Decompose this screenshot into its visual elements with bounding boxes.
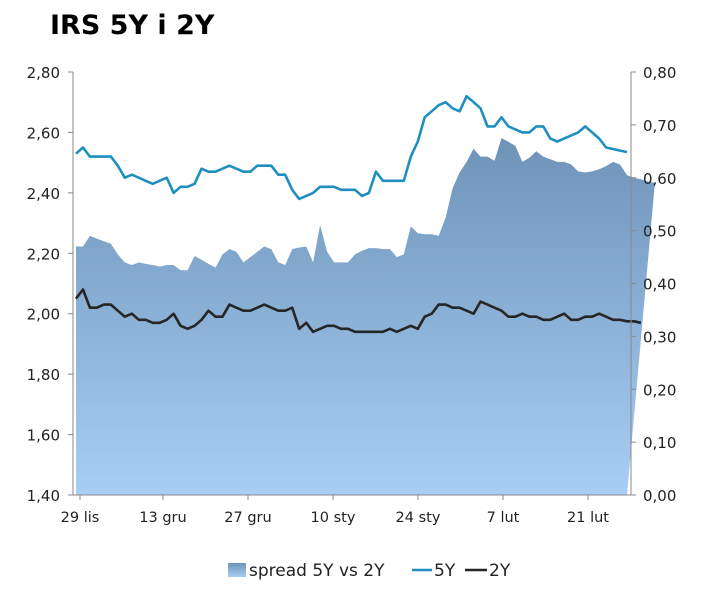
x-tick-label: 27 gru — [224, 510, 271, 526]
y-right-tick-label: 0,70 — [643, 117, 676, 135]
y-left-tick-label: 2,40 — [27, 185, 60, 203]
series-5y-line — [75, 94, 628, 201]
x-tick-label: 7 lut — [487, 510, 520, 526]
x-tick-label: 10 sty — [311, 510, 356, 526]
y-left-tick-label: 1,60 — [27, 427, 60, 445]
y-right-tick-label: 0,40 — [643, 276, 676, 294]
x-tick-label: 13 gru — [139, 510, 186, 526]
series-2y-line — [74, 288, 642, 334]
y-right-tick-label: 0,80 — [643, 64, 676, 82]
y-right-tick-label: 0,50 — [643, 223, 676, 241]
legend-swatch-spread — [228, 563, 246, 577]
plot-area — [74, 94, 655, 495]
y-right-tick-label: 0,00 — [643, 487, 676, 505]
y-right-tick-label: 0,60 — [643, 170, 676, 188]
x-tick-label: 29 lis — [61, 510, 100, 526]
y-right-tick-label: 0,20 — [643, 381, 676, 399]
chart-title: IRS 5Y i 2Y — [50, 10, 215, 41]
y-left-tick-label: 1,80 — [27, 366, 60, 384]
y-left-tick-label: 2,80 — [27, 64, 60, 82]
y-right-tick-label: 0,30 — [643, 328, 676, 346]
y-left-tick-label: 2,20 — [27, 245, 60, 263]
y-right-tick-label: 0,10 — [643, 434, 676, 452]
y-left-tick-label: 2,00 — [27, 306, 60, 324]
x-tick-label: 24 sty — [396, 510, 441, 526]
legend-label-2y: 2Y — [489, 561, 511, 581]
legend: spread 5Y vs 2Y 5Y 2Y — [228, 561, 511, 581]
series-spread-area — [76, 138, 655, 495]
x-tick-label: 21 lut — [567, 510, 609, 526]
legend-label-spread: spread 5Y vs 2Y — [249, 561, 385, 581]
legend-label-5y: 5Y — [434, 561, 456, 581]
y-left-tick-label: 1,40 — [27, 487, 60, 505]
y-left-tick-label: 2,60 — [27, 124, 60, 142]
axes: 1,40 1,60 1,80 2,00 2,20 2,40 2,60 2,80 0,00 0,10… — [27, 64, 677, 526]
